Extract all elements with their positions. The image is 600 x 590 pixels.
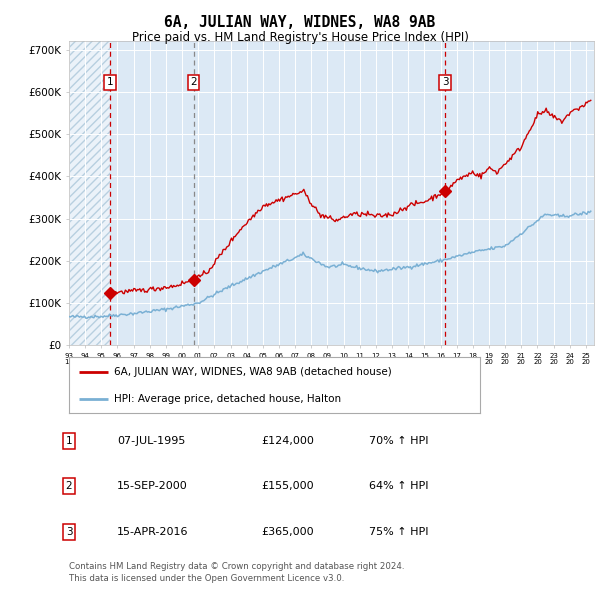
Text: 07-JUL-1995: 07-JUL-1995 — [117, 436, 185, 445]
Text: 2: 2 — [65, 481, 73, 491]
Bar — [69, 41, 110, 345]
Text: 1: 1 — [106, 77, 113, 87]
Text: 1: 1 — [65, 436, 73, 445]
Text: £365,000: £365,000 — [261, 527, 314, 537]
Text: £155,000: £155,000 — [261, 481, 314, 491]
Text: HPI: Average price, detached house, Halton: HPI: Average price, detached house, Halt… — [114, 394, 341, 404]
Text: 3: 3 — [442, 77, 449, 87]
Text: 6A, JULIAN WAY, WIDNES, WA8 9AB (detached house): 6A, JULIAN WAY, WIDNES, WA8 9AB (detache… — [114, 367, 392, 377]
Text: 6A, JULIAN WAY, WIDNES, WA8 9AB: 6A, JULIAN WAY, WIDNES, WA8 9AB — [164, 15, 436, 30]
Text: Price paid vs. HM Land Registry's House Price Index (HPI): Price paid vs. HM Land Registry's House … — [131, 31, 469, 44]
Text: Contains HM Land Registry data © Crown copyright and database right 2024.
This d: Contains HM Land Registry data © Crown c… — [69, 562, 404, 583]
Text: 70% ↑ HPI: 70% ↑ HPI — [369, 436, 428, 445]
Text: 2: 2 — [190, 77, 197, 87]
Text: £124,000: £124,000 — [261, 436, 314, 445]
Text: 75% ↑ HPI: 75% ↑ HPI — [369, 527, 428, 537]
Text: 64% ↑ HPI: 64% ↑ HPI — [369, 481, 428, 491]
Bar — [69, 41, 110, 345]
Text: 15-APR-2016: 15-APR-2016 — [117, 527, 188, 537]
Text: 3: 3 — [65, 527, 73, 537]
Text: 15-SEP-2000: 15-SEP-2000 — [117, 481, 188, 491]
